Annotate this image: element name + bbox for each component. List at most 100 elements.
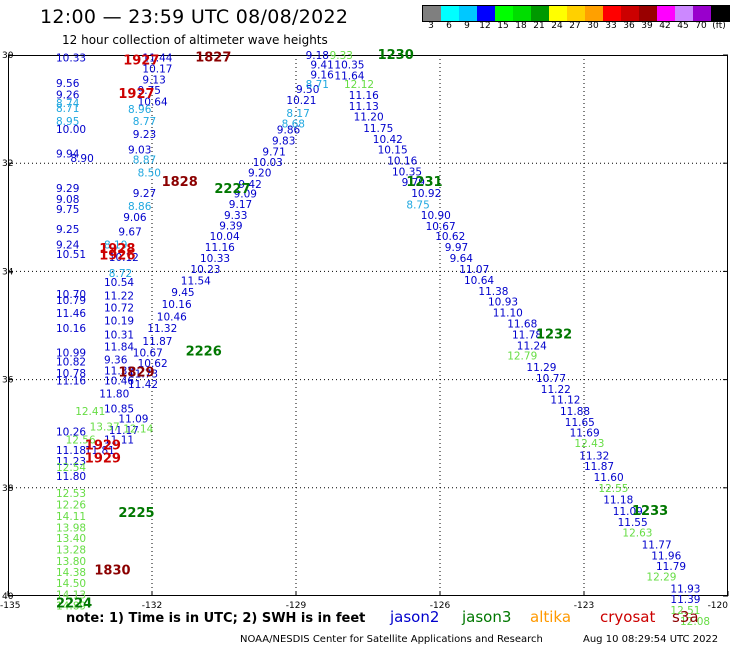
lat-label: 30 — [2, 51, 14, 61]
jason2-point-label: 10.42 — [373, 134, 403, 146]
jason2-point-label: 10.31 — [104, 330, 134, 342]
colorbar-label: 45 — [677, 21, 689, 31]
jason2-point-label: 11.39 — [670, 594, 700, 606]
colorbar-label: 30 — [587, 21, 599, 31]
jason2-point-label: 9.56 — [56, 78, 80, 90]
lon-label: -135 — [0, 601, 20, 611]
light-green-point-label: 14.89 — [56, 601, 86, 613]
jason3-point-label: 1233 — [632, 504, 668, 519]
colorbar-swatch — [459, 6, 477, 21]
cryosat-point-label: 1927 — [123, 53, 159, 68]
jason2-point-label: 10.03 — [253, 157, 283, 169]
legend-jason3: jason3 — [462, 608, 512, 626]
colorbar-label: 9 — [464, 21, 470, 31]
jason2-point-label: 9.26 — [56, 89, 80, 101]
jason3-point-label: 1231 — [406, 175, 442, 190]
jason2-point-label: 10.85 — [104, 403, 134, 415]
jason2-point-label: 9.39 — [219, 220, 242, 232]
jason2-point-label: 11.80 — [56, 471, 86, 483]
lon-label: -132 — [142, 601, 162, 611]
jason2-point-label: 10.12 — [109, 252, 139, 264]
colorbar-label: 15 — [497, 21, 509, 31]
lat-label: 40 — [2, 592, 14, 602]
jason2-point-label: 11.09 — [118, 414, 148, 426]
jason2-point-label: 9.41 — [310, 60, 333, 72]
jason2-point-label: 11.10 — [493, 308, 523, 320]
jason2-point-label: 9.33 — [224, 210, 247, 222]
legend-cryosat: cryosat — [600, 608, 656, 626]
jason2-point-label: 10.54 — [104, 277, 134, 289]
credit-text: NOAA/NESDIS Center for Satellite Applica… — [240, 634, 543, 645]
jason2-point-label: 9.50 — [296, 84, 319, 96]
jason2-point-label: 9.94 — [56, 148, 80, 160]
jason2-point-label: 11.23 — [56, 456, 86, 468]
light-blue-point-label: 8.77 — [133, 116, 156, 128]
colorbar-label: 33 — [605, 21, 617, 31]
lat-label: 36 — [2, 376, 14, 386]
jason2-point-label: 9.27 — [133, 188, 156, 200]
light-blue-point-label: 8.87 — [133, 154, 156, 166]
jason2-point-label: 10.35 — [334, 60, 364, 72]
jason2-point-label: 11.16 — [56, 376, 86, 388]
jason2-point-label: 9.08 — [56, 194, 79, 206]
jason3-point-label: 1232 — [536, 328, 572, 343]
light-green-point-label: 13.40 — [56, 533, 86, 545]
cryosat-point-label: 1927 — [118, 87, 154, 102]
light-blue-point-label: 8.75 — [406, 199, 429, 211]
light-green-point-label: 12.55 — [598, 483, 628, 495]
light-blue-point-label: 8.19 — [104, 239, 127, 251]
jason2-point-label: 9.42 — [238, 179, 261, 191]
cryosat-point-label: 1926 — [99, 249, 135, 264]
jason2-point-label: 11.93 — [670, 583, 700, 595]
jason2-point-label: 11.42 — [128, 379, 158, 391]
light-blue-point-label: 8.95 — [56, 116, 79, 128]
colorbar-label: 36 — [623, 21, 635, 31]
lat-label: 32 — [2, 159, 13, 169]
jason2-point-label: 10.16 — [162, 299, 192, 311]
jason2-point-label: 11.65 — [565, 417, 595, 429]
light-blue-point-label: 8.68 — [282, 119, 305, 131]
generated-timestamp: Aug 10 08:29:54 UTC 2022 — [583, 634, 719, 645]
jason2-point-label: 11.73 — [128, 369, 158, 381]
jason2-point-label: 11.81 — [85, 445, 115, 457]
jason2-point-label: 11.32 — [147, 323, 177, 335]
jason2-point-label: 10.33 — [56, 53, 86, 65]
jason2-point-label: 9.13 — [142, 74, 165, 86]
jason2-point-label: 9.29 — [56, 183, 79, 195]
jason2-point-label: 11.88 — [560, 406, 590, 418]
jason2-point-label: 10.23 — [190, 264, 220, 276]
jason2-point-label: 10.78 — [56, 368, 86, 380]
jason2-point-label: 10.17 — [142, 64, 172, 76]
jason2-point-label: 9.24 — [56, 239, 80, 251]
jason3-point-label: 2224 — [56, 597, 92, 612]
light-green-point-label: 12.43 — [574, 438, 604, 450]
light-green-point-label: 9.33 — [330, 50, 353, 62]
jason2-point-label: 10.62 — [435, 231, 465, 243]
jason2-point-label: 10.15 — [378, 145, 408, 157]
jason2-point-label: 10.64 — [138, 97, 168, 109]
s3a-point-label: 1829 — [118, 366, 154, 381]
colorbar-swatch — [423, 6, 441, 21]
jason2-point-label: 9.75 — [56, 204, 79, 216]
jason2-point-label: 10.93 — [488, 297, 518, 309]
light-blue-point-label: 8.72 — [109, 268, 132, 280]
jason2-point-label: 11.18 — [56, 445, 86, 457]
jason2-point-label: 9.36 — [104, 355, 128, 367]
jason2-point-label: 11.69 — [570, 428, 600, 440]
light-green-point-label: 12.08 — [680, 616, 710, 628]
jason2-point-label: 11.32 — [579, 450, 609, 462]
colorbar-swatch — [711, 6, 729, 21]
lon-label: -126 — [430, 601, 451, 611]
jason2-point-label: 9.03 — [128, 145, 151, 157]
colorbar-swatch — [675, 6, 693, 21]
jason2-point-label: 11.32 — [104, 365, 134, 377]
jason2-point-label: 9.86 — [277, 125, 301, 137]
map-subtitle: 12 hour collection of altimeter wave hei… — [62, 33, 328, 47]
light-green-point-label: 13.28 — [56, 544, 86, 556]
jason2-point-label: 9.97 — [445, 242, 468, 254]
jason2-point-label: 9.71 — [262, 146, 285, 158]
light-blue-point-label: 8.96 — [128, 104, 152, 116]
jason2-point-label: 10.35 — [392, 166, 422, 178]
light-green-point-label: 14.50 — [56, 578, 86, 590]
lat-label: 38 — [2, 484, 14, 494]
